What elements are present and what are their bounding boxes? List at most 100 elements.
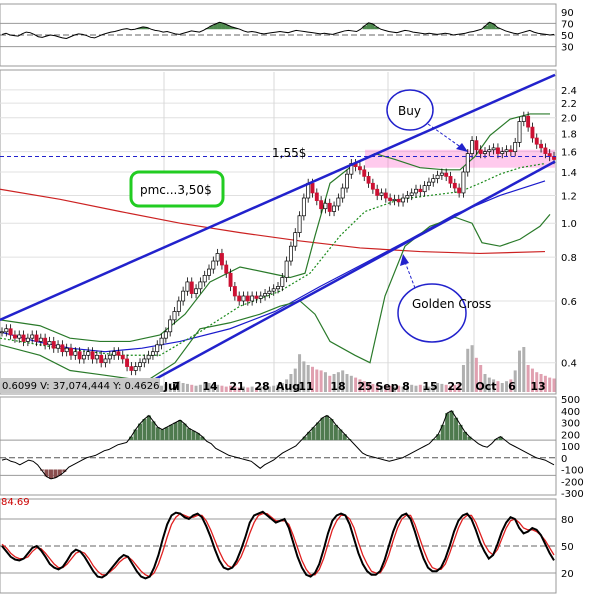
volume-bar	[539, 374, 543, 392]
candle-body	[86, 351, 91, 356]
macd-tick-label: 200	[561, 430, 580, 441]
candle-body	[215, 253, 220, 262]
volume-bar	[181, 383, 185, 392]
candle-body	[185, 281, 190, 292]
candle-body	[418, 188, 423, 193]
volume-bar	[375, 384, 379, 392]
candle-body	[439, 172, 444, 176]
volume-bar	[466, 348, 470, 392]
candle-body	[69, 347, 73, 356]
candle-body	[435, 174, 440, 180]
volume-bar	[207, 383, 211, 392]
volume-bar	[341, 370, 345, 392]
volume-bar	[254, 387, 258, 392]
macd-tick-label: 300	[561, 419, 580, 430]
candle-body	[90, 351, 95, 360]
candle-body	[345, 173, 349, 189]
buy-label: Buy	[398, 104, 421, 118]
volume-bar	[198, 384, 202, 392]
volume-bar	[427, 386, 431, 392]
rsi-tick-label: 70	[561, 19, 574, 30]
buy-arrowhead-icon	[456, 143, 468, 152]
candle-body	[47, 341, 52, 346]
candle-body	[250, 295, 255, 302]
candle-body	[495, 147, 500, 154]
volume-bar	[285, 379, 289, 392]
candle-body	[310, 182, 315, 194]
volume-bar	[384, 384, 388, 392]
candle-body	[452, 182, 457, 189]
volume-bar	[237, 387, 241, 392]
candle-body	[504, 149, 509, 153]
macd-tick-label: -200	[561, 477, 584, 488]
price-tick-label: 1.6	[561, 148, 577, 159]
candle-body	[487, 149, 492, 153]
candle-body	[129, 366, 134, 371]
price-tick-label: 1.0	[561, 219, 577, 230]
candle-body	[64, 347, 69, 353]
volume-bar	[371, 383, 375, 392]
x-axis-label: 28	[254, 380, 269, 393]
buy-arrow	[427, 123, 463, 149]
price-tick-label: 1.4	[561, 168, 577, 179]
x-axis-label: 11	[298, 380, 313, 393]
candle-body	[120, 354, 125, 360]
x-axis-label: Jul	[163, 380, 180, 393]
volume-bar	[449, 385, 452, 392]
candle-body	[288, 245, 293, 262]
candle-body	[491, 147, 496, 151]
volume-bar	[543, 375, 547, 392]
macd-tick-label: -300	[561, 489, 584, 500]
target-box	[129, 170, 225, 208]
trend-channel-line	[0, 73, 556, 322]
candle-body	[340, 187, 345, 199]
candle-body	[21, 334, 26, 342]
candle-body	[327, 202, 332, 212]
candle-body	[258, 295, 263, 299]
volume-bar	[470, 345, 474, 392]
candle-body	[375, 188, 380, 196]
candle-body	[370, 182, 375, 190]
candle-body	[81, 354, 86, 360]
volume-bar	[487, 377, 491, 392]
x-axis-label: 6	[508, 380, 516, 393]
indicator-line	[0, 162, 546, 356]
candle-body	[194, 288, 199, 294]
candle-body	[478, 149, 483, 154]
price-tick-label: 0.6	[561, 297, 577, 308]
volume-bar	[306, 365, 310, 392]
volume-bar	[388, 385, 392, 392]
candle-body	[146, 354, 151, 360]
candle-body	[107, 354, 112, 360]
volume-bar	[358, 379, 362, 392]
volume-bar	[457, 383, 461, 392]
candle-body	[357, 166, 362, 171]
rsi-tick-label: 50	[561, 31, 574, 42]
candle-body	[426, 181, 431, 186]
volume-bar	[233, 386, 237, 392]
candle-body	[444, 172, 449, 177]
x-axis-label: 14	[202, 380, 218, 393]
candle-body	[241, 295, 246, 302]
macd-tick-label: -100	[561, 466, 584, 477]
trend-channel-line	[139, 160, 556, 389]
candle-body	[405, 195, 410, 199]
x-axis-label: Oct	[475, 380, 496, 393]
macd-tick-label: 100	[561, 442, 580, 453]
candle-body	[17, 334, 22, 339]
volume-bar	[380, 385, 383, 392]
stoch-tick-label: 80	[561, 515, 574, 526]
candle-body	[73, 351, 78, 356]
candle-body	[267, 290, 272, 294]
volume-bar	[220, 385, 224, 392]
volume-bar	[349, 375, 353, 392]
volume-bar	[461, 365, 465, 392]
volume-bar	[474, 357, 478, 392]
candle-body	[396, 198, 401, 203]
rsi-tick-label: 30	[561, 43, 574, 54]
candle-body	[245, 295, 250, 302]
volume-bar	[535, 372, 539, 392]
volume-bar	[436, 383, 440, 392]
volume-bar	[522, 347, 526, 392]
